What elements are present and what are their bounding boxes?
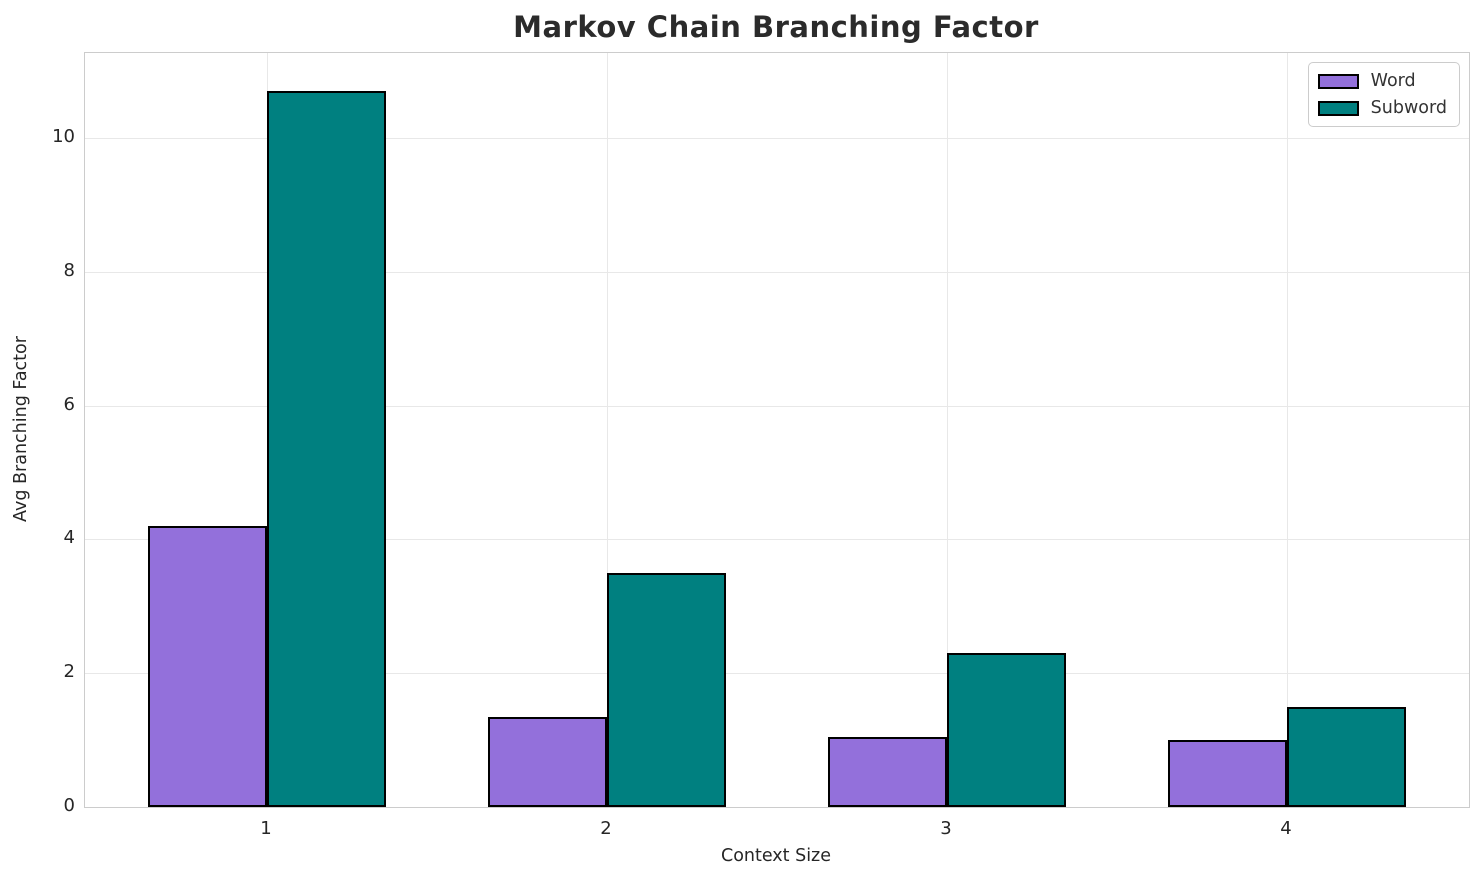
x-gridline [947, 53, 948, 807]
subword-bar [607, 572, 726, 807]
word-bar [828, 736, 947, 807]
legend-entry-word: Word [1317, 71, 1447, 91]
y-tick-label: 8 [63, 259, 75, 281]
subword-series-swatch [1317, 100, 1359, 116]
x-axis-label: Context Size [720, 846, 832, 866]
x-tick-label: 2 [600, 818, 612, 839]
y-gridline [85, 271, 1469, 273]
subword-bar [1287, 706, 1406, 807]
x-tick-label: 4 [1280, 818, 1292, 839]
y-gridline [85, 673, 1469, 675]
word-bar [148, 526, 267, 807]
legend-label-subword: Subword [1370, 98, 1447, 118]
word-series-swatch [1317, 73, 1359, 89]
legend: Word Subword [1307, 62, 1460, 127]
word-bar [488, 716, 607, 807]
word-bar [1168, 740, 1287, 807]
y-tick-label: 6 [63, 393, 75, 415]
y-tick-label: 4 [63, 527, 75, 549]
y-tick-label: 10 [52, 125, 75, 147]
chart-title: Markov Chain Branching Factor [513, 10, 1039, 44]
y-gridline [85, 405, 1469, 407]
x-tick-label: 3 [940, 818, 952, 839]
x-gridline [1287, 53, 1288, 807]
y-tick-label: 0 [63, 795, 75, 816]
plot-area: Word Subword [84, 52, 1470, 808]
y-gridline [85, 137, 1469, 139]
y-gridline [85, 539, 1469, 541]
legend-entry-subword: Subword [1317, 98, 1447, 118]
y-axis-label: Avg Branching Factor [11, 336, 31, 522]
subword-bar [947, 653, 1066, 807]
x-gridline [607, 53, 608, 807]
subword-bar [267, 91, 386, 807]
legend-label-word: Word [1370, 71, 1416, 91]
y-tick-label: 2 [63, 661, 75, 683]
x-tick-label: 1 [260, 818, 272, 839]
